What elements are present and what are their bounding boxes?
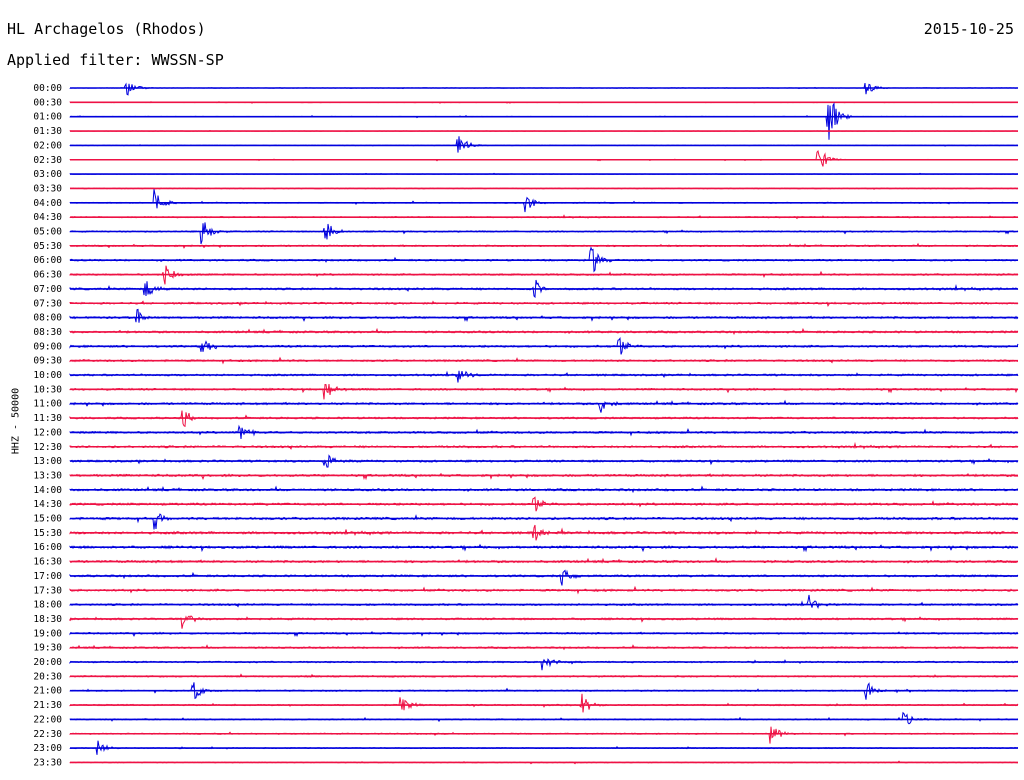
- record-date: 2015-10-25: [923, 20, 1014, 38]
- trace-0000: [69, 82, 1019, 96]
- trace-0230: [69, 150, 1019, 167]
- row-time-label: 14:30: [33, 499, 62, 510]
- row-time-label: 15:30: [33, 528, 62, 539]
- row-time-label: 03:00: [33, 169, 62, 180]
- row-time-label: 03:30: [33, 183, 62, 194]
- row-time-label: 18:30: [33, 614, 62, 625]
- trace-2130: [69, 693, 1019, 713]
- row-time-label: 16:30: [33, 557, 62, 568]
- trace-1500: [69, 513, 1019, 530]
- row-time-label: 08:00: [33, 313, 62, 324]
- row-time-label: 05:30: [33, 241, 62, 252]
- row-time-label: 18:00: [33, 600, 62, 611]
- row-time-label: 12:30: [33, 442, 62, 453]
- trace-1030: [69, 383, 1019, 400]
- row-time-label: 11:30: [33, 413, 62, 424]
- row-time-label: 01:30: [33, 126, 62, 137]
- row-time-label: 20:00: [33, 657, 62, 668]
- trace-1100: [69, 399, 1019, 413]
- trace-2000: [69, 658, 1019, 671]
- row-time-label: 06:30: [33, 270, 62, 281]
- trace-0500: [69, 222, 1019, 245]
- row-time-label: 02:00: [33, 140, 62, 151]
- trace-1000: [69, 370, 1019, 383]
- row-time-label: 11:00: [33, 399, 62, 410]
- filter-label: Applied filter: WWSSN-SP: [7, 51, 224, 69]
- trace-2230: [69, 726, 1019, 744]
- row-time-label: 09:00: [33, 341, 62, 352]
- row-time-label: 13:00: [33, 456, 62, 467]
- row-time-label: 23:00: [33, 743, 62, 754]
- station-title: HL Archagelos (Rhodos): [7, 20, 206, 38]
- row-time-label: 04:00: [33, 198, 62, 209]
- row-time-label: 02:30: [33, 155, 62, 166]
- row-time-label: 06:00: [33, 255, 62, 266]
- trace-0100: [69, 102, 1019, 140]
- trace-0400: [69, 189, 1019, 213]
- trace-1800: [69, 594, 1019, 610]
- row-time-label: 20:30: [33, 671, 62, 682]
- row-time-label: 19:30: [33, 643, 62, 654]
- row-time-label: 14:00: [33, 485, 62, 496]
- row-time-label: 12:00: [33, 427, 62, 438]
- trace-1830: [69, 615, 1019, 629]
- row-time-label: 15:00: [33, 514, 62, 525]
- trace-1700: [69, 569, 1019, 586]
- row-time-label: 19:00: [33, 628, 62, 639]
- row-time-label: 22:30: [33, 729, 62, 740]
- row-time-label: 04:30: [33, 212, 62, 223]
- row-time-label: 00:00: [33, 83, 62, 94]
- row-time-label: 01:00: [33, 112, 62, 123]
- row-time-label: 07:00: [33, 284, 62, 295]
- row-time-label: 13:30: [33, 470, 62, 481]
- row-time-label: 05:00: [33, 227, 62, 238]
- row-time-label: 23:30: [33, 757, 62, 768]
- row-time-label: 10:30: [33, 384, 62, 395]
- row-time-label: 21:00: [33, 686, 62, 697]
- row-time-label: 09:30: [33, 356, 62, 367]
- row-time-label: 21:30: [33, 700, 62, 711]
- row-time-label: 00:30: [33, 97, 62, 108]
- row-time-label: 08:30: [33, 327, 62, 338]
- row-time-label: 16:00: [33, 542, 62, 553]
- row-time-label: 17:00: [33, 571, 62, 582]
- row-time-label: 07:30: [33, 298, 62, 309]
- row-time-label: 10:00: [33, 370, 62, 381]
- trace-0200: [69, 136, 1019, 153]
- trace-0800: [69, 308, 1019, 323]
- trace-2200: [69, 711, 1019, 725]
- row-time-label: 17:30: [33, 585, 62, 596]
- row-time-label: 22:00: [33, 714, 62, 725]
